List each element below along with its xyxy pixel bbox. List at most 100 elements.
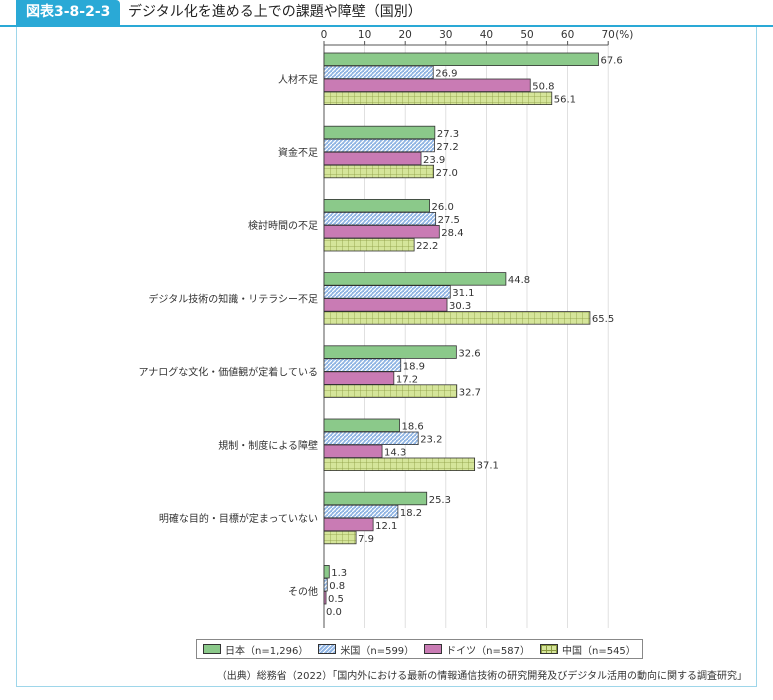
bar-china <box>323 457 476 472</box>
category-label: 明確な目的・目標が定まっていない <box>159 512 318 525</box>
category-labels: 人材不足資金不足検討時間の不足デジタル技術の知識・リテラシー不足アナログな文化・… <box>139 73 319 598</box>
data-label-germany: 50.8 <box>532 82 554 93</box>
bar-japan <box>323 125 436 140</box>
figure-label: 図表3-8-2-3 <box>16 0 121 25</box>
data-label-germany: 0.5 <box>328 594 344 605</box>
legend-label-china: 中国（n=545） <box>561 645 636 657</box>
data-label-us: 31.1 <box>452 288 474 299</box>
legend-swatch-japan <box>203 644 221 654</box>
figure-title: デジタル化を進める上での課題や障壁（国別） <box>128 4 422 20</box>
legend-swatch-us <box>318 644 337 654</box>
x-tick-label: 50 <box>520 29 533 41</box>
data-label-us: 18.9 <box>403 361 425 372</box>
category-label: デジタル技術の知識・リテラシー不足 <box>148 292 318 305</box>
data-label-china: 27.0 <box>436 168 458 179</box>
category-label: 検討時間の不足 <box>248 219 318 232</box>
category-label: 規制・制度による障壁 <box>218 439 318 452</box>
bar-japan <box>323 198 430 213</box>
x-tick-label: 70 <box>602 29 615 41</box>
bar-china <box>323 311 591 325</box>
bar-japan <box>323 418 400 433</box>
data-label-us: 26.9 <box>435 69 457 80</box>
data-label-japan: 25.3 <box>429 495 451 506</box>
data-label-japan: 32.6 <box>458 348 480 359</box>
legend-item-germany: ドイツ（n=587） <box>424 642 530 657</box>
bar-us <box>323 431 419 446</box>
data-label-us: 0.8 <box>329 581 345 592</box>
bar-germany <box>323 224 440 239</box>
data-label-japan: 67.6 <box>600 56 622 67</box>
data-label-china: 65.5 <box>592 314 614 325</box>
data-label-china: 7.9 <box>358 534 374 545</box>
legend-label-japan: 日本（n=1,296） <box>225 645 309 657</box>
bar-us <box>323 504 399 519</box>
bar-japan <box>323 52 599 67</box>
data-label-japan: 27.3 <box>437 129 459 140</box>
bar-japan <box>323 272 507 286</box>
x-tick-label: 0 <box>321 29 328 41</box>
x-tick-label: 20 <box>399 29 412 41</box>
bar-germany <box>323 517 374 532</box>
data-label-germany: 30.3 <box>449 301 471 312</box>
data-label-us: 23.2 <box>420 435 442 446</box>
data-label-germany: 17.2 <box>396 374 418 385</box>
category-label: 人材不足 <box>278 73 318 86</box>
bar-china <box>323 164 435 179</box>
bar-china <box>323 91 553 106</box>
data-label-us: 27.2 <box>436 142 458 153</box>
bar-japan <box>323 565 330 579</box>
x-tick-label: 40 <box>480 29 493 41</box>
data-label-germany: 14.3 <box>384 448 406 459</box>
figure-header: 図表3-8-2-3 デジタル化を進める上での課題や障壁（国別） <box>0 0 773 27</box>
bar-us <box>323 211 437 226</box>
data-label-germany: 28.4 <box>441 228 463 239</box>
bar-germany <box>323 444 383 459</box>
bars <box>323 52 599 605</box>
bar-germany <box>323 78 531 93</box>
x-tick-label: 60 <box>561 29 574 41</box>
legend-label-us: 米国（n=599） <box>340 645 415 657</box>
category-label: その他 <box>288 585 318 598</box>
data-label-china: 37.1 <box>477 461 499 472</box>
bar-germany <box>323 298 448 312</box>
data-label-japan: 26.0 <box>432 202 454 213</box>
legend-swatch-germany <box>424 644 443 654</box>
data-label-germany: 23.9 <box>423 155 445 166</box>
figure-frame <box>16 27 757 687</box>
bar-us <box>323 138 435 153</box>
category-label: 資金不足 <box>278 146 318 159</box>
data-label-china: 32.7 <box>459 387 481 398</box>
source-note: （出典）総務省（2022）「国内外における最新の情報通信技術の研究開発及びデジタ… <box>216 671 747 682</box>
x-tick-label: 10 <box>358 29 371 41</box>
bar-germany <box>323 371 395 385</box>
bar-us <box>323 358 402 372</box>
legend-item-japan: 日本（n=1,296） <box>203 642 308 657</box>
bar-germany <box>323 151 422 166</box>
legend: 日本（n=1,296） 米国（n=599） ドイツ（n=587） 中国（n=54… <box>196 639 643 659</box>
bar-us <box>323 285 451 299</box>
bar-china <box>323 530 357 545</box>
data-label-germany: 12.1 <box>375 521 397 532</box>
x-tick-label: 30 <box>439 29 452 41</box>
bar-us <box>323 578 328 592</box>
bar-us <box>323 65 434 80</box>
x-unit-label: (%) <box>615 29 633 41</box>
bar-japan <box>323 491 428 506</box>
data-label-us: 18.2 <box>400 508 422 519</box>
x-axis: 0 10 20 30 40 50 60 70 (%) <box>321 29 633 46</box>
category-label: アナログな文化・価値観が定着している <box>139 366 319 379</box>
data-label-us: 27.5 <box>438 215 460 226</box>
data-label-china: 22.2 <box>416 241 438 252</box>
bar-japan <box>323 345 457 359</box>
data-label-japan: 1.3 <box>331 568 347 579</box>
data-label-japan: 18.6 <box>402 422 424 433</box>
data-label-china: 0.0 <box>326 607 342 618</box>
legend-item-china: 中国（n=545） <box>539 642 636 657</box>
legend-swatch-china <box>539 644 558 654</box>
data-label-japan: 44.8 <box>508 275 530 286</box>
data-label-china: 56.1 <box>554 95 576 106</box>
legend-item-us: 米国（n=599） <box>318 642 414 657</box>
legend-label-germany: ドイツ（n=587） <box>446 645 530 657</box>
bar-germany <box>323 591 327 605</box>
